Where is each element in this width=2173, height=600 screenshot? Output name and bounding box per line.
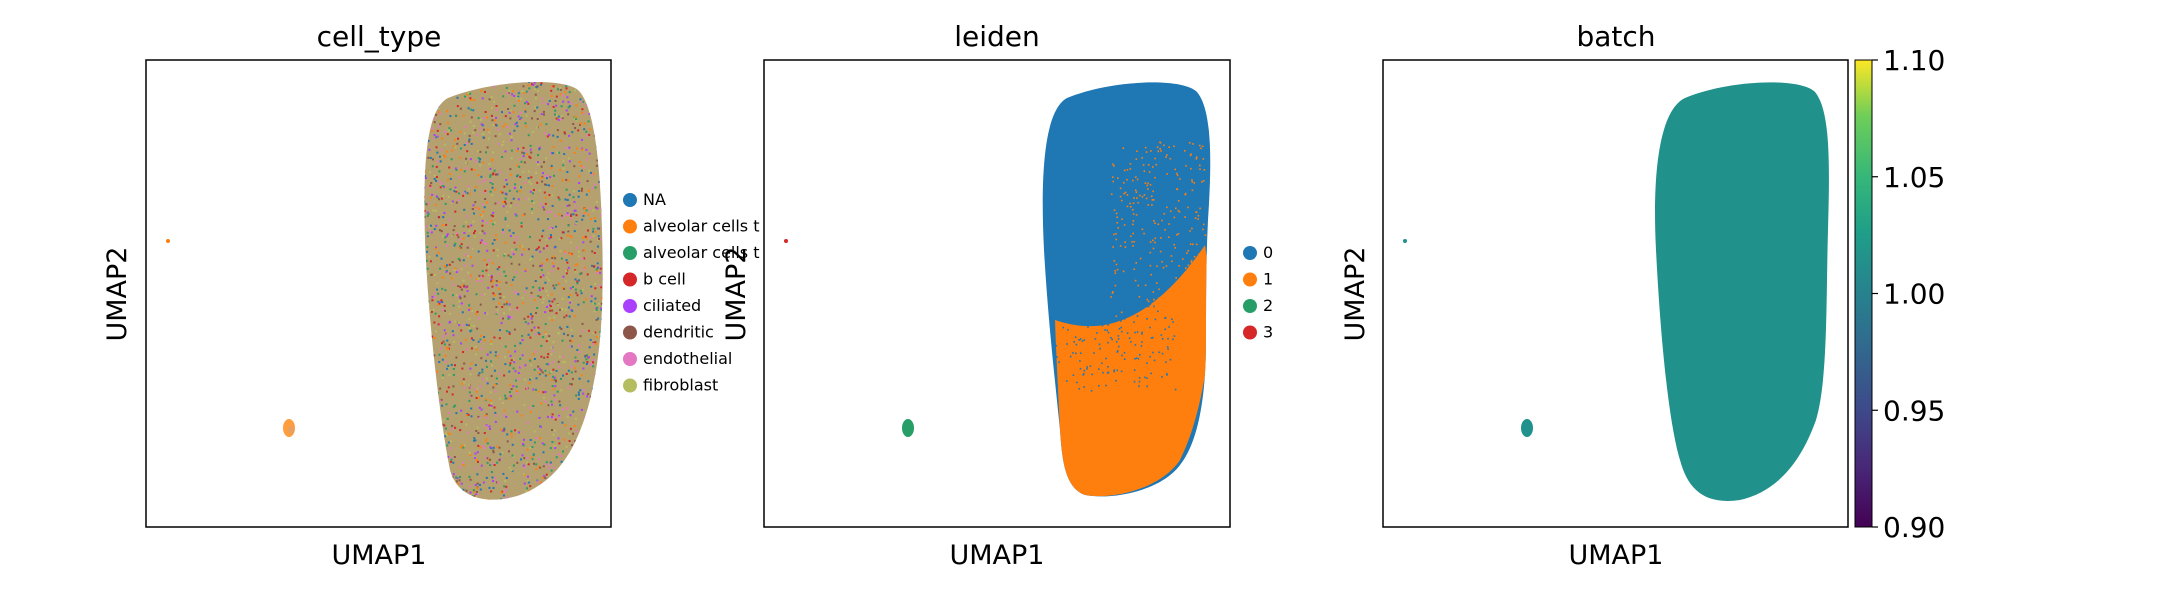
legend-label-6: endothelial bbox=[643, 349, 732, 368]
legend-marker-0 bbox=[623, 193, 637, 207]
panel1-title: cell_type bbox=[317, 20, 442, 53]
panel2-title: leiden bbox=[954, 20, 1040, 53]
panel2-main-cluster bbox=[1042, 82, 1211, 497]
colorbar-tick-label-3: 0.95 bbox=[1883, 394, 1945, 427]
legend-marker-2 bbox=[1243, 299, 1257, 313]
panel1-main-cluster bbox=[424, 82, 603, 500]
legend-marker-6 bbox=[623, 352, 637, 366]
colorbar-tick-label-4: 0.90 bbox=[1883, 511, 1945, 544]
legend-marker-7 bbox=[623, 378, 637, 393]
panel1-ylabel: UMAP2 bbox=[102, 247, 133, 342]
panel3-colorbar: 1.10 1.05 1.00 0.95 0.90 bbox=[1854, 44, 1945, 544]
legend-marker-1 bbox=[1243, 272, 1257, 287]
panel3-small-cluster bbox=[1521, 419, 1533, 437]
legend-marker-2 bbox=[623, 246, 637, 260]
legend-label-4: ciliated bbox=[643, 296, 701, 315]
legend-marker-3 bbox=[1243, 325, 1257, 340]
colorbar-tick-label-2: 1.00 bbox=[1883, 278, 1945, 311]
panel-batch: batch UMAP1 UMAP2 1.10 1.05 1.00 0.95 0.90 bbox=[1340, 20, 1945, 571]
panel3-outlier-point bbox=[1403, 239, 1407, 243]
panel2-legend: 0 1 2 3 bbox=[1243, 243, 1273, 342]
legend-marker-3 bbox=[623, 272, 637, 287]
legend-label-0: NA bbox=[643, 190, 666, 209]
colorbar-gradient bbox=[1854, 59, 1873, 528]
panel3-ylabel: UMAP2 bbox=[1340, 247, 1371, 342]
colorbar-tick-label-0: 1.10 bbox=[1883, 44, 1945, 77]
colorbar-tick-label-1: 1.05 bbox=[1883, 161, 1945, 194]
legend-label-1: 1 bbox=[1263, 270, 1273, 289]
panel-cell-type: cell_type UMAP1 UMAP2 NA alveolar cells t… bbox=[102, 20, 760, 571]
panel2-ylabel: UMAP2 bbox=[721, 247, 752, 342]
legend-label-7: fibroblast bbox=[643, 376, 718, 395]
panel1-small-cluster bbox=[283, 419, 295, 437]
legend-marker-4 bbox=[623, 299, 637, 313]
legend-marker-1 bbox=[623, 219, 637, 234]
legend-marker-5 bbox=[623, 325, 637, 340]
panel1-xlabel: UMAP1 bbox=[332, 540, 427, 571]
legend-label-3: 3 bbox=[1263, 323, 1273, 342]
legend-label-2: 2 bbox=[1263, 296, 1273, 315]
panel2-xlabel: UMAP1 bbox=[950, 540, 1045, 571]
panel3-xlabel: UMAP1 bbox=[1569, 540, 1664, 571]
legend-label-1: alveolar cells t bbox=[643, 217, 760, 236]
legend-label-5: dendritic bbox=[643, 323, 714, 342]
panel1-legend: NA alveolar cells t alveolar cells t b cell… bbox=[623, 190, 760, 395]
panel3-main-cluster bbox=[1655, 82, 1829, 501]
panel1-outlier-point bbox=[166, 239, 170, 243]
legend-label-2: alveolar cells t bbox=[643, 243, 760, 262]
legend-marker-0 bbox=[1243, 246, 1257, 260]
panel2-outlier-point bbox=[784, 239, 788, 243]
panel3-title: batch bbox=[1576, 20, 1655, 53]
legend-label-3: b cell bbox=[643, 270, 686, 289]
panel-leiden: leiden UMAP1 UMAP2 0 1 2 3 bbox=[721, 20, 1273, 571]
panel2-small-cluster bbox=[902, 419, 914, 437]
legend-label-0: 0 bbox=[1263, 243, 1273, 262]
